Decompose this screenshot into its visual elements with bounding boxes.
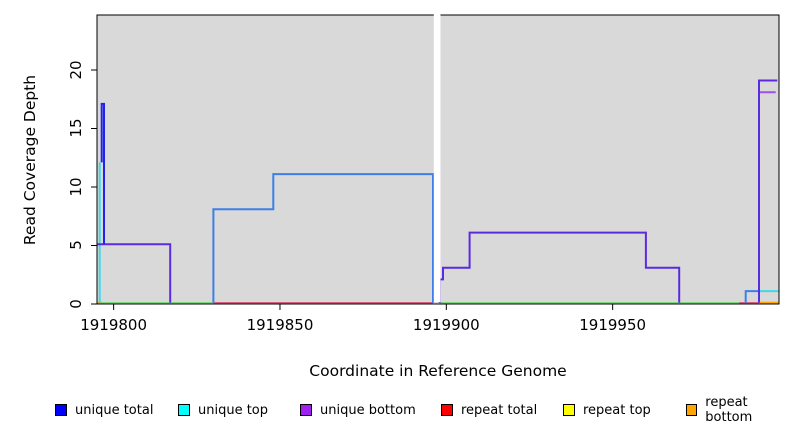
y-axis-label: Read Coverage Depth xyxy=(21,74,39,246)
legend-item-repeat-bottom: repeat bottom xyxy=(686,395,792,425)
legend-item-repeat-top: repeat top xyxy=(563,400,651,420)
legend-label: unique top xyxy=(198,402,269,418)
y-tick-label: 15 xyxy=(67,118,85,139)
y-tick-label: 10 xyxy=(67,177,85,197)
legend-item-unique-bottom: unique bottom xyxy=(300,400,416,420)
series-line-unique-bottom-right-steps xyxy=(438,231,681,303)
coverage-gap-band xyxy=(433,13,441,302)
x-tick-label: 1919800 xyxy=(80,316,148,334)
legend-swatch-unique-bottom xyxy=(300,404,312,416)
legend-label: repeat bottom xyxy=(705,395,753,425)
series-line-unique-total-mid-block xyxy=(212,173,434,303)
legend-swatch-unique-total xyxy=(55,404,67,416)
legend-label: unique bottom xyxy=(320,402,416,418)
legend-swatch-unique-top xyxy=(178,404,190,416)
series-line-unique-total-right-spike xyxy=(758,79,778,303)
y-tick-label: 20 xyxy=(67,60,85,80)
y-tick-label: 0 xyxy=(67,299,85,309)
legend-swatch-repeat-bottom xyxy=(686,404,698,416)
legend-label: repeat total xyxy=(461,402,538,418)
legend-swatch-repeat-top xyxy=(563,404,575,416)
x-tick-label: 1919900 xyxy=(412,316,480,334)
legend: unique total unique top unique bottom repea… xyxy=(0,395,792,425)
legend-swatch-repeat-total xyxy=(441,404,453,416)
x-tick-label: 1919850 xyxy=(246,316,314,334)
y-tick-label: 5 xyxy=(67,240,85,251)
x-tick-label: 1919950 xyxy=(579,316,647,334)
series-line-unique-total-step-one xyxy=(744,290,759,303)
x-axis-label: Coordinate in Reference Genome xyxy=(309,362,567,380)
legend-item-unique-top: unique top xyxy=(178,400,268,420)
legend-label: repeat top xyxy=(583,402,651,418)
legend-item-unique-total: unique total xyxy=(55,400,153,420)
series-line-unique-total-left-spike xyxy=(100,102,105,245)
series-line-unique-bottom-left xyxy=(97,243,172,303)
legend-label: unique total xyxy=(75,402,154,418)
legend-item-repeat-total: repeat total xyxy=(441,400,537,420)
